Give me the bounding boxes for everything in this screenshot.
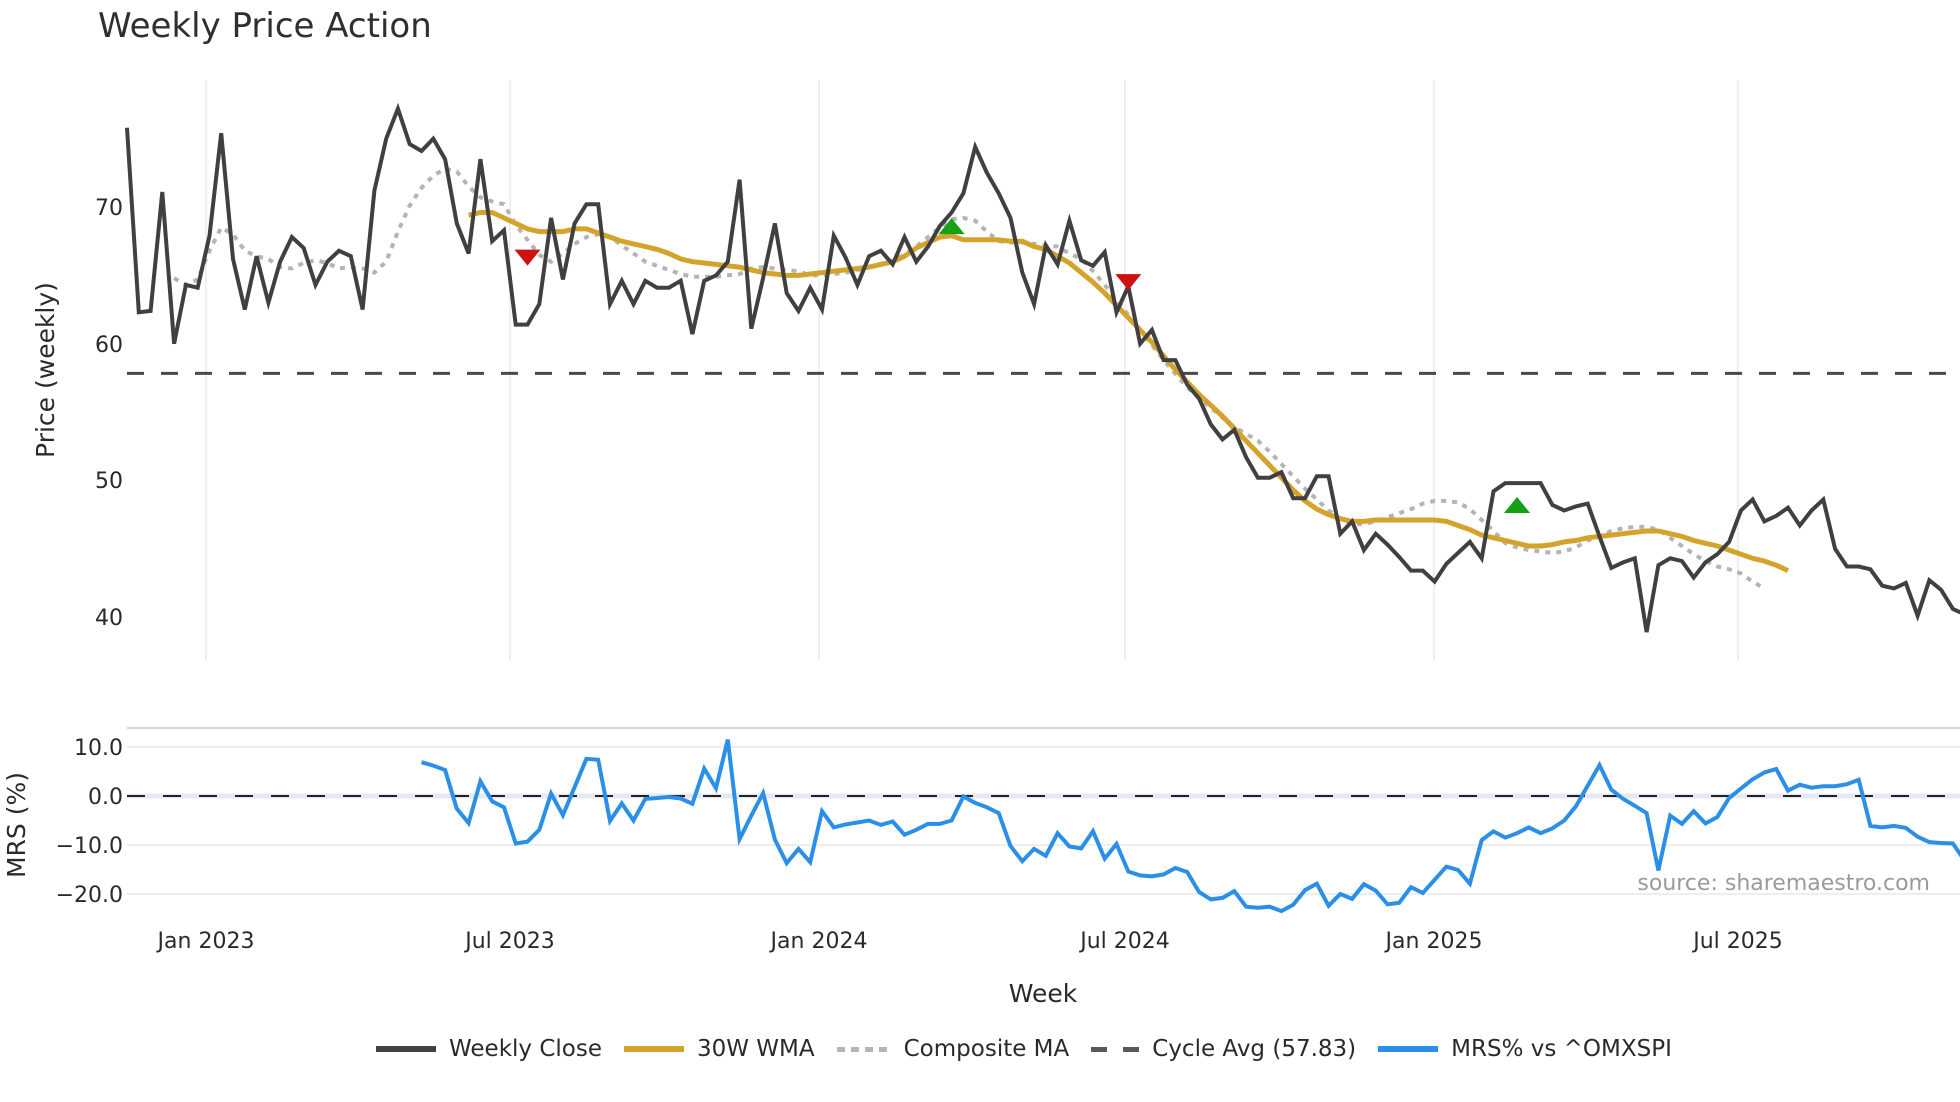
legend-label: 30W WMA — [696, 1036, 815, 1062]
ytick-10: 10.0 — [74, 736, 123, 761]
xtick-jul-2023: Jul 2023 — [463, 929, 555, 954]
ytick-minus10: −10.0 — [56, 834, 123, 859]
legend-label: Weekly Close — [449, 1036, 602, 1062]
mrs-line — [420, 739, 1960, 914]
legend-label: MRS% vs ^OMXSPI — [1451, 1036, 1672, 1062]
xtick-jan-2025: Jan 2025 — [1384, 929, 1483, 954]
legend: Weekly Close 30W WMA Composite MA Cycle … — [0, 1036, 1960, 1062]
ytick-50: 50 — [95, 469, 123, 494]
ytick-40: 40 — [95, 606, 123, 631]
legend-item-cycle-avg[interactable]: Cycle Avg (57.83) — [1091, 1036, 1356, 1062]
source-annotation: source: sharemaestro.com — [1637, 871, 1930, 896]
price-axis-title: Price (weekly) — [31, 282, 60, 458]
signal-markers — [514, 218, 1531, 514]
xtick-jan-2023: Jan 2023 — [156, 929, 255, 954]
xtick-jan-2024: Jan 2024 — [769, 929, 868, 954]
legend-swatch-dashed-gray — [1091, 1046, 1140, 1052]
buy-signal-triangle-up-icon — [938, 218, 965, 235]
composite-ma-line — [173, 166, 1766, 591]
weekly-close-line — [125, 102, 1960, 633]
xtick-jul-2025: Jul 2025 — [1691, 929, 1783, 954]
sell-signal-triangle-down-icon — [1115, 274, 1142, 291]
sell-signal-triangle-down-icon — [514, 249, 541, 266]
legend-swatch-dotted-gray — [836, 1046, 891, 1052]
chart-title: Weekly Price Action — [98, 6, 432, 46]
legend-item-weekly-close[interactable]: Weekly Close — [376, 1036, 602, 1062]
legend-swatch-solid-blue — [1378, 1046, 1439, 1052]
legend-label: Composite MA — [903, 1036, 1070, 1062]
x-axis-title: Week — [1009, 979, 1078, 1008]
price-vertical-gridlines — [205, 80, 1739, 660]
mrs-horizontal-gridlines — [127, 727, 1960, 895]
xtick-jul-2024: Jul 2024 — [1078, 929, 1170, 954]
legend-swatch-solid-dark — [376, 1046, 436, 1052]
legend-label: Cycle Avg (57.83) — [1152, 1036, 1357, 1062]
ytick-60: 60 — [95, 333, 123, 358]
buy-signal-triangle-up-icon — [1504, 497, 1531, 514]
legend-item-composite-ma[interactable]: Composite MA — [836, 1036, 1070, 1062]
ytick-70: 70 — [95, 196, 123, 221]
legend-swatch-solid-gold — [623, 1046, 684, 1052]
price-y-ticks: 70 60 50 40 — [95, 196, 123, 631]
wma-30w-line — [468, 210, 1790, 573]
legend-item-mrs[interactable]: MRS% vs ^OMXSPI — [1378, 1036, 1672, 1062]
ytick-minus20: −20.0 — [56, 883, 123, 908]
legend-item-30w-wma[interactable]: 30W WMA — [623, 1036, 815, 1062]
ytick-0: 0.0 — [88, 785, 123, 810]
mrs-axis-title: MRS (%) — [2, 772, 31, 878]
x-ticks: Jan 2023 Jul 2023 Jan 2024 Jul 2024 Jan … — [156, 929, 1783, 954]
mrs-y-ticks: 10.0 0.0 −10.0 −20.0 — [56, 736, 123, 908]
